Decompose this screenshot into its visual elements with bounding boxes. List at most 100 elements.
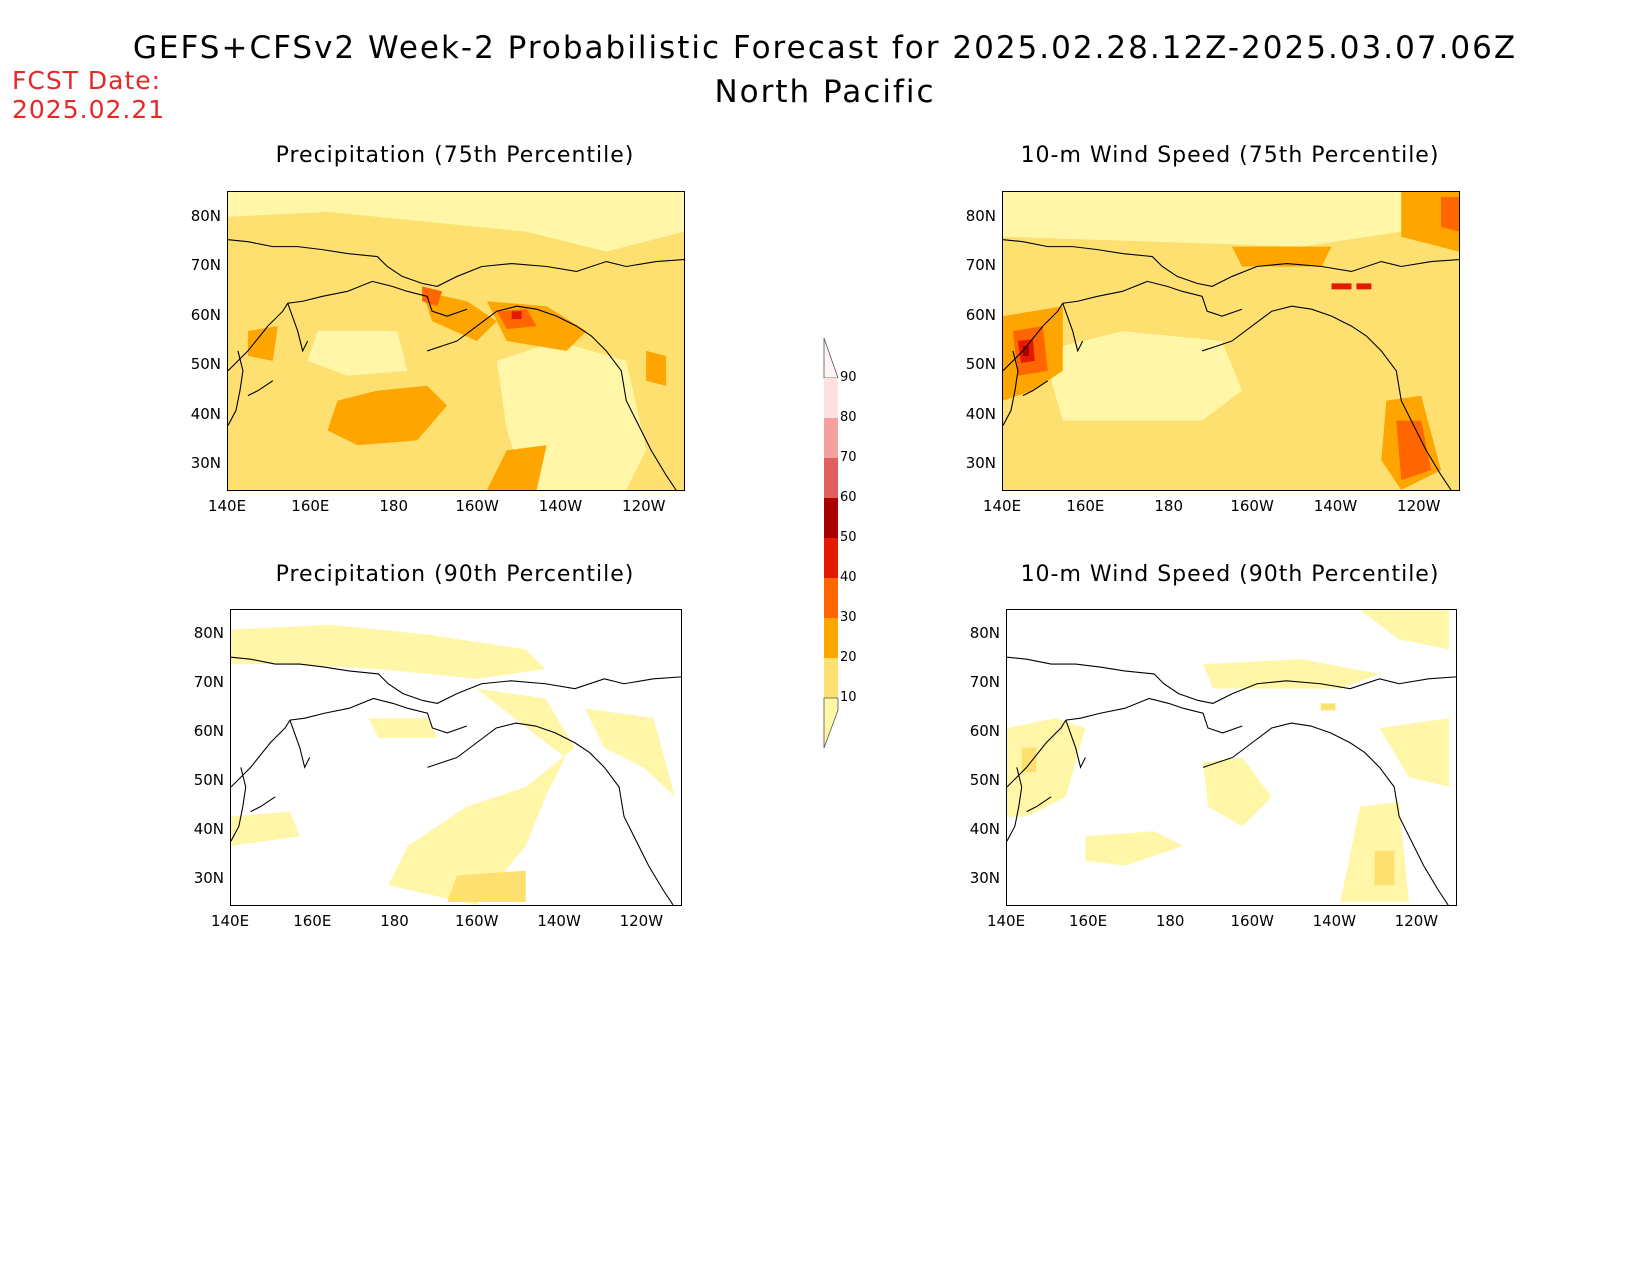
coastline <box>1007 767 1023 842</box>
shaded-region <box>1203 659 1380 689</box>
coastline <box>287 303 309 353</box>
shaded-region <box>1320 703 1336 711</box>
shaded-region <box>1021 747 1037 773</box>
lat-tick-label: 70N <box>969 673 1000 692</box>
map-wind90 <box>1006 609 1457 906</box>
shaded-region <box>368 718 438 738</box>
lon-tick-label: 140E <box>982 497 1022 515</box>
lat-tick-label: 40N <box>965 404 996 423</box>
coastline <box>247 380 274 397</box>
shaded-region <box>247 326 278 361</box>
map-canvas <box>1003 192 1459 490</box>
lon-tick-label: 140W <box>537 912 581 930</box>
colorbar-level-label: 90 <box>840 370 857 385</box>
coastline <box>228 280 468 372</box>
lat-tick-label: 30N <box>193 869 224 888</box>
shaded-region <box>1231 246 1332 267</box>
coastline <box>1232 722 1449 905</box>
lat-tick-label: 40N <box>969 820 1000 839</box>
lat-tick-label: 50N <box>965 355 996 373</box>
lat-tick-label: 70N <box>965 256 996 274</box>
map-canvas <box>1007 610 1456 905</box>
coastline <box>1202 756 1233 768</box>
shaded-region <box>307 331 408 376</box>
coastline <box>1007 656 1456 704</box>
shaded-region <box>1203 757 1272 827</box>
lon-tick-label: 160E <box>1066 497 1105 515</box>
lon-tick-label: 120W <box>619 912 664 930</box>
colorbar-level-label: 10 <box>840 690 857 705</box>
lon-tick-label: 160E <box>293 912 332 930</box>
coastline <box>231 767 247 842</box>
colorbar-segment <box>824 498 838 538</box>
lon-tick-label: 160W <box>1230 912 1274 930</box>
shaded-region <box>228 192 684 252</box>
shaded-region <box>584 708 676 797</box>
lon-tick-label: 120W <box>622 497 666 515</box>
lon-tick-label: 180 <box>1155 912 1185 930</box>
coastline <box>1003 239 1459 287</box>
coastline <box>426 340 458 352</box>
colorbar-top-tip <box>823 338 839 379</box>
coastline <box>427 756 458 768</box>
region-subtitle: North Pacific <box>714 74 936 110</box>
lon-tick-label: 140E <box>207 497 247 515</box>
shaded-region <box>231 811 300 846</box>
shaded-region <box>1374 850 1395 886</box>
shaded-region <box>646 350 667 386</box>
lon-tick-label: 160E <box>291 497 330 515</box>
shaded-region <box>1003 192 1402 247</box>
colorbar <box>823 338 839 748</box>
lon-tick-label: 140W <box>1312 912 1357 930</box>
shaded-region <box>327 385 448 446</box>
coastline <box>1003 350 1019 426</box>
coastline <box>1201 340 1233 352</box>
shaded-region <box>447 870 526 903</box>
colorbar-level-label: 50 <box>840 530 857 545</box>
shaded-region <box>1007 718 1086 817</box>
lon-tick-label: 160W <box>1230 497 1274 515</box>
coastline <box>228 239 684 287</box>
colorbar-segment <box>824 378 838 418</box>
lon-tick-label: 160E <box>1069 912 1108 930</box>
lat-tick-label: 70N <box>190 256 221 274</box>
lat-tick-label: 80N <box>965 206 996 225</box>
colorbar-segment <box>824 418 838 458</box>
lat-tick-label: 70N <box>193 673 224 692</box>
shaded-region <box>1396 420 1432 481</box>
map-precip90 <box>230 609 682 906</box>
shaded-region <box>231 624 546 679</box>
lon-tick-label: 140W <box>538 497 583 515</box>
colorbar-segment <box>824 578 838 618</box>
colorbar-level-label: 70 <box>840 450 857 465</box>
shaded-region <box>1356 283 1372 290</box>
forecast-date-block: FCST Date: 2025.02.21 <box>12 66 165 124</box>
coastline <box>250 796 276 813</box>
coastline <box>1003 280 1243 372</box>
lon-tick-label: 120W <box>1397 497 1441 515</box>
shaded-region <box>1331 283 1352 290</box>
forecast-date-label: FCST Date: <box>12 66 162 95</box>
lon-tick-label: 160W <box>455 497 499 515</box>
lon-tick-label: 160W <box>455 912 499 930</box>
coastline <box>1062 303 1084 353</box>
map-canvas <box>228 192 684 490</box>
map-wind75 <box>1002 191 1460 491</box>
lat-tick-label: 50N <box>190 355 221 373</box>
colorbar-level-label: 20 <box>840 650 857 665</box>
colorbar-level-label: 30 <box>840 610 857 625</box>
lat-tick-label: 40N <box>190 404 221 423</box>
lat-tick-label: 80N <box>193 624 224 643</box>
lat-tick-label: 40N <box>193 820 224 839</box>
shaded-region <box>1379 718 1450 787</box>
shaded-region <box>1359 610 1450 650</box>
coastline <box>1007 697 1243 788</box>
lat-tick-label: 50N <box>193 771 224 790</box>
shaded-region <box>1085 831 1184 866</box>
panel-title-wind75: 10-m Wind Speed (75th Percentile) <box>1020 143 1440 168</box>
forecast-date-value: 2025.02.21 <box>12 95 166 124</box>
lat-tick-label: 50N <box>969 771 1000 790</box>
colorbar-segment <box>824 618 838 658</box>
colorbar-segment <box>824 458 838 498</box>
coastline <box>289 719 311 769</box>
